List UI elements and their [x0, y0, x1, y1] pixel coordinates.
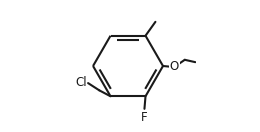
- Text: Cl: Cl: [75, 76, 87, 89]
- Text: F: F: [141, 111, 148, 124]
- Text: O: O: [170, 60, 179, 73]
